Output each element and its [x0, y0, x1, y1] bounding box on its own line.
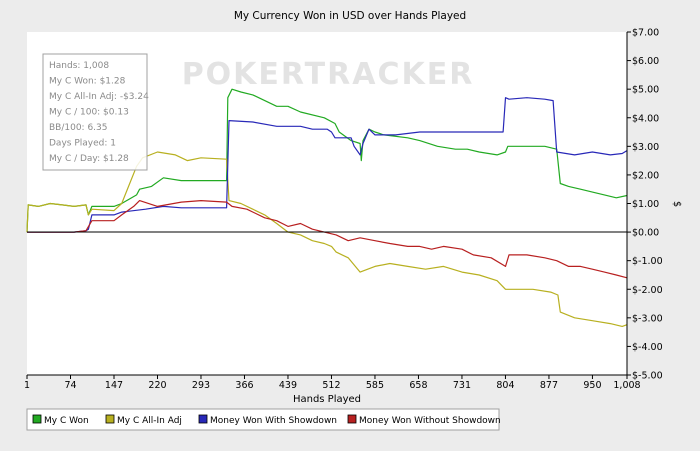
y-tick-label: $7.00	[632, 28, 659, 39]
stats-box-line: My C All-In Adj: -$3.24	[49, 92, 149, 102]
legend-frame	[26, 408, 500, 431]
stats-box-line: BB/100: 6.35	[49, 123, 108, 133]
y-tick-label: $1.00	[632, 199, 659, 210]
legend: My C Won My C All-In Adj Money Won With Sh…	[26, 408, 501, 431]
x-tick-label: 366	[235, 380, 253, 391]
legend-swatch-my-c-all-in-adj	[105, 414, 115, 424]
y-tick-label: $-1.00	[632, 256, 663, 267]
stats-box-frame	[42, 53, 148, 171]
x-tick-label: 220	[148, 380, 166, 391]
y-tick-label: $6.00	[632, 56, 659, 67]
x-tick-label: 804	[496, 380, 514, 391]
x-tick-label: 74	[64, 380, 76, 391]
stats-box-line: Days Played: 1	[49, 139, 116, 149]
legend-label-my-c-won: My C Won	[44, 416, 89, 426]
y-tick-label: $2.00	[632, 170, 659, 181]
y-tick-label: $3.00	[632, 142, 659, 153]
y-axis-label: $	[671, 201, 682, 207]
x-tick-label: 658	[409, 380, 427, 391]
x-tick-label: 147	[105, 380, 123, 391]
y-axis-ticks: $7.00 $6.00 $5.00 $4.00 $3.00 $2.00 $1.00 $0.00…	[627, 28, 663, 382]
legend-swatch-money-won-with-showdown	[198, 414, 208, 424]
x-tick-label: 585	[366, 380, 384, 391]
x-axis-label: Hands Played	[293, 394, 361, 405]
y-tick-label: $-5.00	[632, 371, 663, 382]
legend-label-money-won-with-showdown: Money Won With Showdown	[210, 416, 337, 426]
stats-box: Hands: 1,008 My C Won: $1.28 My C All-In A…	[42, 53, 149, 171]
x-tick-label: 512	[322, 380, 340, 391]
pokertracker-watermark: POKERTRACKER	[182, 57, 475, 92]
stats-box-line: Hands: 1,008	[49, 61, 109, 71]
stats-box-line: My C / 100: $0.13	[49, 108, 129, 118]
y-tick-label: $-3.00	[632, 313, 663, 324]
y-tick-label: $0.00	[632, 228, 659, 239]
y-tick-label: $-2.00	[632, 285, 663, 296]
legend-swatch-my-c-won	[32, 414, 42, 424]
series-line-my-c-all-in-adj	[26, 151, 628, 327]
stats-box-line: My C / Day: $1.28	[49, 154, 129, 164]
y-tick-label: $-4.00	[632, 342, 663, 353]
y-tick-label: $4.00	[632, 113, 659, 124]
x-tick-label: 1,008	[613, 380, 640, 391]
x-tick-label: 439	[279, 380, 297, 391]
series-line-my-c-won	[26, 88, 628, 233]
x-tick-label: 731	[453, 380, 471, 391]
x-axis-ticks: 1 74 147 220 293 366 439 512 585 658 731 804 877 950 1…	[24, 375, 641, 391]
x-tick-label: 293	[192, 380, 210, 391]
legend-label-my-c-all-in-adj: My C All-In Adj	[117, 416, 182, 426]
legend-swatch-money-won-without-showdown	[347, 414, 357, 424]
x-tick-label: 950	[583, 380, 601, 391]
series-line-money-won-with-showdown	[27, 97, 628, 233]
stats-box-line: My C Won: $1.28	[49, 77, 126, 87]
series-line-money-won-without-showdown	[27, 200, 628, 279]
y-tick-label: $5.00	[632, 85, 659, 96]
x-tick-label: 1	[24, 380, 30, 391]
legend-label-money-won-without-showdown: Money Won Without Showdown	[359, 416, 501, 426]
x-tick-label: 877	[540, 380, 558, 391]
series-layer	[26, 88, 628, 327]
chart-title: My Currency Won in USD over Hands Played	[234, 10, 466, 22]
